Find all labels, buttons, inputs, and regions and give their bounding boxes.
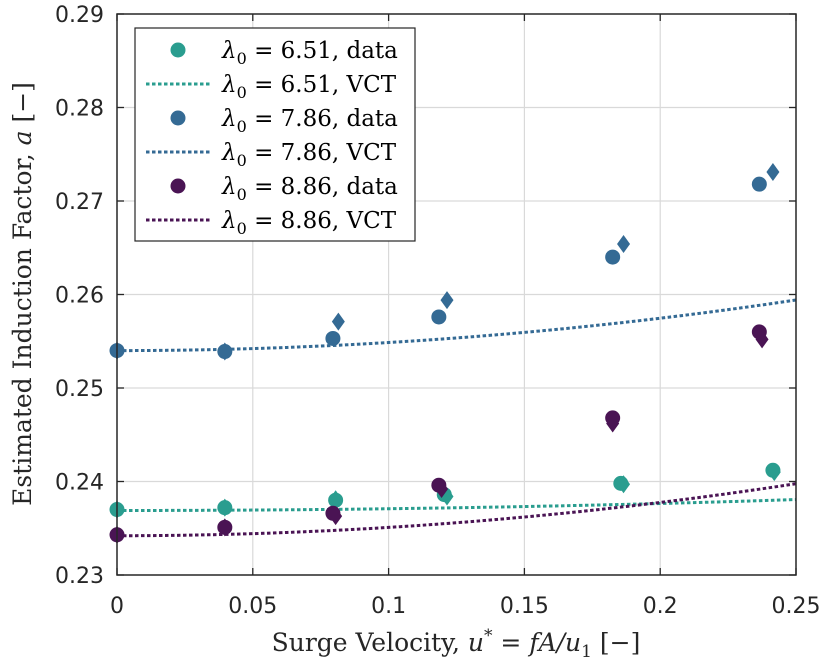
vct-line-series-1	[116, 298, 797, 353]
legend-box	[134, 27, 416, 242]
legend-marker	[170, 42, 186, 58]
y-tick-label: 0.25	[55, 377, 104, 402]
data-point-diamond	[440, 291, 454, 310]
vct-line-series-0	[116, 498, 797, 512]
x-tick-label: 0.05	[228, 594, 277, 619]
legend: λ0 = 6.51, data λ0 = 6.51, VCT λ0 = 7.86, …	[134, 27, 416, 242]
y-tick-label: 0.29	[55, 3, 104, 28]
data-point-diamond	[218, 498, 232, 517]
data-point-circle	[325, 330, 341, 346]
data-point-diamond	[617, 235, 631, 254]
data-point-diamond	[329, 490, 343, 509]
data-point-diamond	[329, 507, 343, 526]
data-markers	[109, 163, 781, 544]
data-point-diamond	[331, 312, 345, 331]
vct-line-series-2	[116, 482, 797, 538]
legend-marker	[170, 178, 186, 194]
y-tick-label: 0.28	[55, 97, 104, 122]
legend-entry-label: λ0 = 7.86, VCT	[221, 140, 397, 170]
data-point-diamond	[617, 475, 631, 494]
x-tick-label: 0.15	[500, 594, 549, 619]
data-point-diamond	[606, 414, 620, 433]
data-point-circle	[431, 309, 447, 325]
data-point-diamond	[766, 163, 780, 182]
x-axis-label: Surge Velocity, u* = fA/u1 [−]	[272, 626, 641, 662]
y-tick-label: 0.24	[55, 471, 104, 496]
x-tick-label: 0.1	[371, 594, 406, 619]
ticks	[116, 13, 797, 576]
data-point-circle	[605, 249, 621, 265]
x-tick-label: 0.25	[772, 594, 821, 619]
legend-entry-label: λ0 = 7.86, data	[221, 106, 398, 136]
data-point-diamond	[218, 342, 232, 361]
data-point-diamond	[435, 479, 449, 498]
x-tick-label: 0	[110, 594, 124, 619]
legend-entry-label: λ0 = 8.86, VCT	[221, 208, 397, 238]
x-tick-label: 0.2	[643, 594, 678, 619]
y-tick-label: 0.27	[55, 190, 104, 215]
tick-labels: 0 0.05 0.1 0.15 0.2 0.25 0.23 0.24 0.25 0.26 0.27 0…	[55, 3, 820, 619]
y-tick-label: 0.26	[55, 284, 104, 309]
y-axis-label: Estimated Induction Factor, a [−]	[8, 82, 37, 506]
y-tick-label: 0.23	[55, 564, 104, 589]
data-point-diamond	[767, 463, 781, 482]
legend-entry-label: λ0 = 6.51, VCT	[221, 72, 397, 102]
legend-entry-label: λ0 = 8.86, data	[221, 174, 398, 204]
data-point-diamond	[218, 518, 232, 537]
legend-entry-label: λ0 = 6.51, data	[221, 38, 398, 68]
legend-marker	[170, 110, 186, 126]
vct-lines	[116, 298, 797, 538]
legend-entries: λ0 = 6.51, data λ0 = 6.51, VCT λ0 = 7.86, …	[146, 38, 398, 238]
data-point-diamond	[755, 330, 769, 349]
data-point-circle	[751, 176, 767, 192]
